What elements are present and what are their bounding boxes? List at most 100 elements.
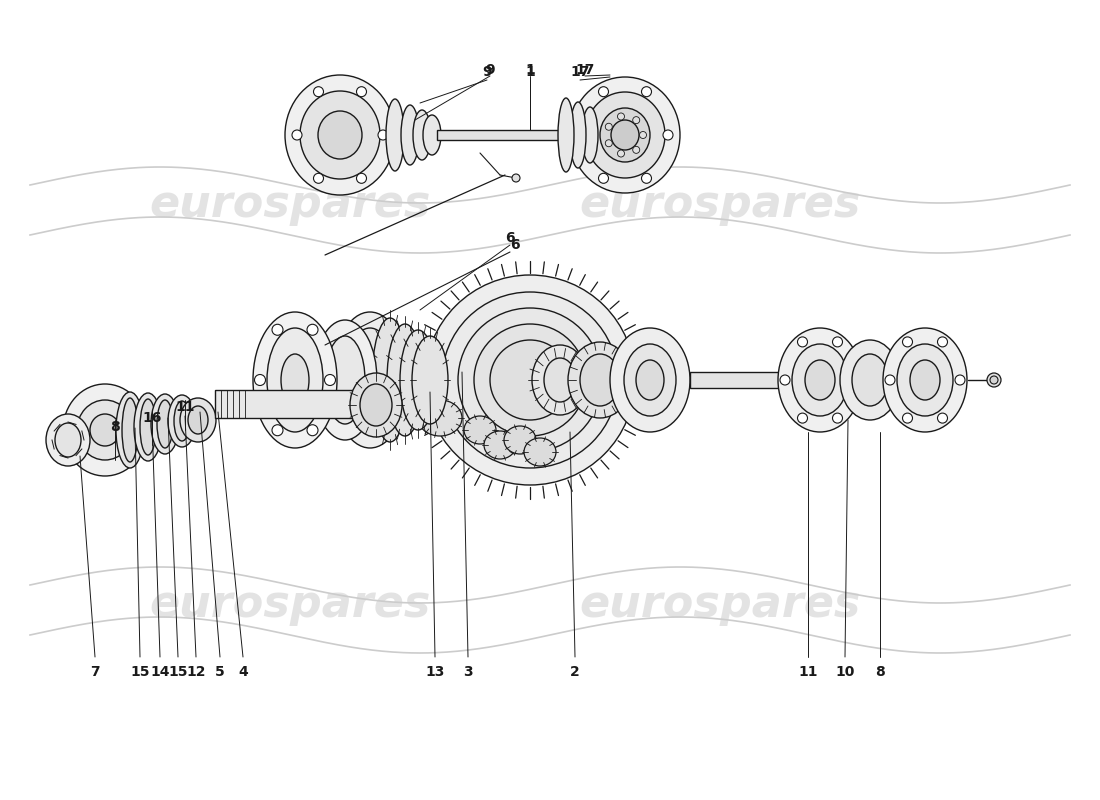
Circle shape [272,425,283,436]
Ellipse shape [442,292,618,468]
Circle shape [356,86,366,97]
Text: 11: 11 [175,400,195,414]
Ellipse shape [174,401,190,441]
Ellipse shape [600,108,650,162]
Ellipse shape [425,275,635,485]
Text: 12: 12 [186,665,206,679]
Ellipse shape [585,92,666,178]
Ellipse shape [524,438,556,466]
Ellipse shape [490,340,570,420]
Circle shape [617,113,625,120]
Circle shape [632,117,640,124]
Circle shape [307,425,318,436]
Ellipse shape [386,99,404,171]
Ellipse shape [360,384,392,426]
Ellipse shape [188,406,208,434]
Ellipse shape [610,120,639,150]
Text: 15: 15 [130,665,150,679]
Circle shape [598,86,608,97]
Ellipse shape [116,392,144,468]
Circle shape [314,174,323,183]
Ellipse shape [140,399,156,455]
Circle shape [272,324,283,335]
Ellipse shape [267,328,323,432]
Circle shape [780,375,790,385]
Text: 8: 8 [876,665,884,679]
Circle shape [254,374,265,386]
Ellipse shape [63,384,147,476]
Ellipse shape [582,107,598,163]
Ellipse shape [412,336,448,424]
Text: 8: 8 [110,420,120,434]
Ellipse shape [570,77,680,193]
Ellipse shape [300,91,379,179]
Bar [214,390,370,418]
Ellipse shape [157,400,173,448]
Ellipse shape [610,328,690,432]
Ellipse shape [387,324,424,436]
Circle shape [292,130,302,140]
Circle shape [902,413,913,423]
Ellipse shape [458,308,602,452]
Text: 2: 2 [570,665,580,679]
Ellipse shape [636,360,664,400]
Ellipse shape [90,414,120,446]
Ellipse shape [285,75,395,195]
Text: 9: 9 [482,65,492,79]
Circle shape [598,174,608,183]
Bar [690,372,810,388]
Circle shape [605,140,613,146]
Ellipse shape [418,400,462,436]
Ellipse shape [280,354,309,406]
Text: 7: 7 [90,665,100,679]
Text: 6: 6 [510,238,520,252]
Circle shape [639,131,647,138]
Ellipse shape [580,354,620,406]
Circle shape [307,324,318,335]
Ellipse shape [792,344,848,416]
Text: 9: 9 [485,63,495,77]
Ellipse shape [568,342,632,418]
Circle shape [378,130,388,140]
Ellipse shape [122,398,138,462]
Ellipse shape [46,414,90,466]
Circle shape [617,150,625,157]
Ellipse shape [624,344,676,416]
Text: 1: 1 [525,63,535,77]
Ellipse shape [504,426,536,454]
Ellipse shape [372,318,408,442]
Text: eurospares: eurospares [150,183,431,226]
Ellipse shape [168,395,196,447]
Text: eurospares: eurospares [580,183,860,226]
Ellipse shape [77,400,133,460]
Circle shape [798,337,807,347]
Ellipse shape [350,373,402,437]
Ellipse shape [570,102,586,168]
Text: 16: 16 [142,411,162,425]
Ellipse shape [544,358,576,402]
Text: 3: 3 [463,665,473,679]
Circle shape [850,375,860,385]
Text: 5: 5 [216,665,224,679]
Circle shape [990,376,998,384]
Ellipse shape [180,398,216,442]
Ellipse shape [778,328,862,432]
Text: 14: 14 [151,665,169,679]
Text: 17: 17 [570,65,590,79]
Circle shape [833,337,843,347]
Circle shape [663,130,673,140]
Circle shape [902,337,913,347]
Ellipse shape [253,312,337,448]
Text: 11: 11 [799,665,817,679]
Bar [437,130,592,140]
Circle shape [886,375,895,385]
Text: eurospares: eurospares [580,583,860,626]
Ellipse shape [883,328,967,432]
Text: 13: 13 [426,665,444,679]
Circle shape [356,174,366,183]
Circle shape [955,375,965,385]
Ellipse shape [896,344,953,416]
Ellipse shape [344,328,396,432]
Circle shape [798,413,807,423]
Circle shape [324,374,336,386]
